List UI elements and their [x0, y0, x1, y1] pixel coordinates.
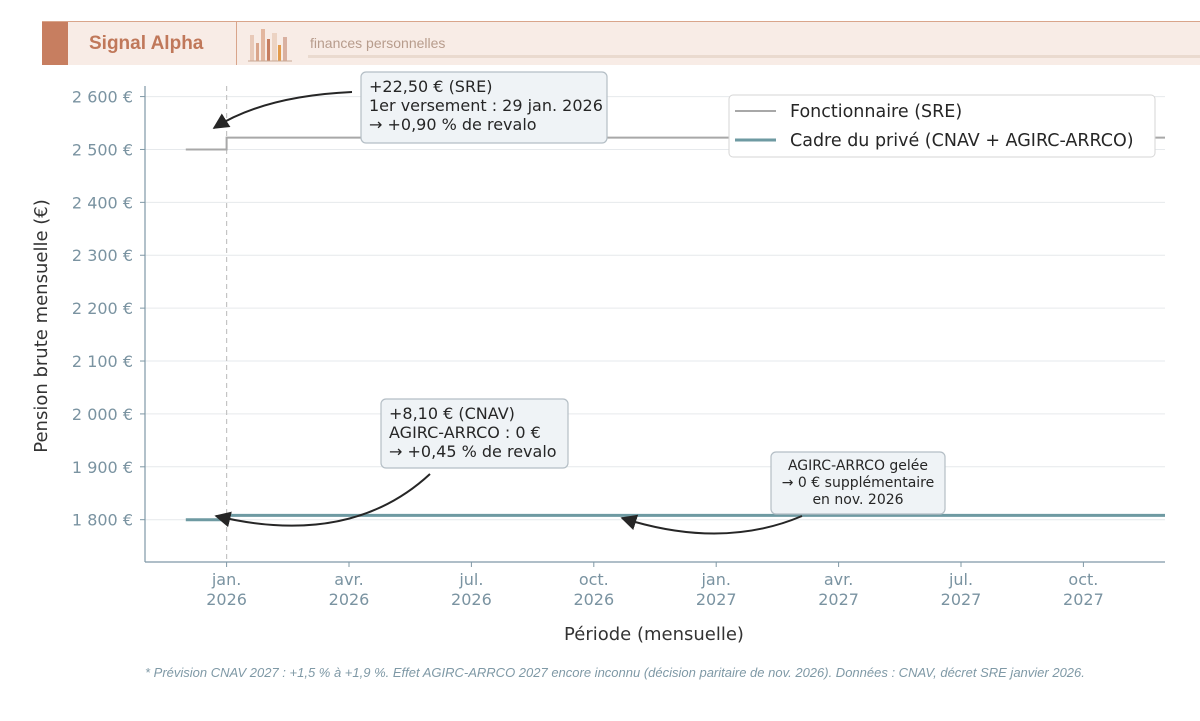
annotation-text: AGIRC-ARRCO : 0 € [389, 423, 541, 442]
chart-legend: Fonctionnaire (SRE) Cadre du privé (CNAV … [728, 94, 1156, 158]
x-tick-label: 2027 [818, 590, 859, 609]
x-tick-label: 2026 [573, 590, 614, 609]
x-tick-label: 2026 [329, 590, 370, 609]
banner-divider [236, 22, 237, 65]
x-tick-label: 2027 [696, 590, 737, 609]
x-tick-label: avr. [824, 570, 853, 589]
annotation-text: +8,10 € (CNAV) [389, 404, 515, 423]
y-axis-label: Pension brute mensuelle (€) [31, 199, 52, 452]
x-tick-label: 2026 [206, 590, 247, 609]
x-tick-label: avr. [334, 570, 363, 589]
y-tick-label: 2 000 € [72, 405, 133, 424]
x-tick-label: oct. [579, 570, 609, 589]
chart-annotations: +22,50 € (SRE)1er versement : 29 jan. 20… [212, 71, 946, 535]
legend-label: Cadre du privé (CNAV + AGIRC-ARRCO) [790, 131, 1134, 151]
x-tick-label: jul. [948, 570, 973, 589]
x-tick-label: jan. [700, 570, 730, 589]
x-axis-ticks: jan.2026avr.2026jul.2026oct.2026jan.2027… [206, 562, 1104, 609]
x-tick-label: oct. [1068, 570, 1098, 589]
annotation-arrow-1 [212, 91, 353, 129]
annotation-box-1 [360, 71, 608, 144]
y-tick-label: 2 500 € [72, 140, 133, 159]
chart-series [185, 136, 1165, 522]
y-tick-label: 1 800 € [72, 511, 133, 530]
annotation-box-3 [770, 451, 946, 515]
annotation-text: → +0,90 % de revalo [369, 115, 537, 134]
y-tick-label: 2 400 € [72, 193, 133, 212]
header-banner: Signal Alpha finances personnelles [42, 21, 1200, 65]
annotation-text: → +0,45 % de revalo [389, 442, 557, 461]
annotation-box-2 [380, 398, 569, 469]
tagline-rule [308, 55, 1200, 58]
series-line-1 [185, 136, 1165, 151]
x-tick-label: 2027 [941, 590, 982, 609]
x-tick-label: jul. [458, 570, 483, 589]
y-tick-label: 2 200 € [72, 299, 133, 318]
x-tick-label: jan. [211, 570, 241, 589]
legend-box [728, 94, 1156, 158]
y-tick-label: 2 300 € [72, 246, 133, 265]
y-tick-label: 1 900 € [72, 458, 133, 477]
tagline: finances personnelles [310, 35, 446, 51]
banner-accent-stripe [42, 22, 68, 65]
annotation-text: 1er versement : 29 jan. 2026 [369, 96, 603, 115]
x-tick-label: 2026 [451, 590, 492, 609]
x-axis-label: Période (mensuelle) [564, 624, 744, 645]
annotation-text: AGIRC-ARRCO gelée [788, 458, 928, 474]
legend-label: Fonctionnaire (SRE) [790, 102, 962, 122]
annotation-arrow-2 [214, 473, 431, 528]
chart-axes [144, 86, 1165, 563]
chart-grid [145, 96, 1165, 521]
y-axis-ticks: 1 800 € 1 900 € 2 000 € 2 100 € 2 200 € 2 300… [72, 88, 145, 530]
annotation-text: → 0 € supplémentaire [782, 475, 934, 491]
annotation-arrow-3 [620, 514, 803, 535]
annotation-text: en nov. 2026 [812, 492, 903, 508]
brand-name[interactable]: Signal Alpha [89, 33, 204, 54]
y-tick-label: 2 600 € [72, 88, 133, 107]
annotation-text: +22,50 € (SRE) [369, 77, 492, 96]
series-line-2 [185, 513, 1165, 522]
y-tick-label: 2 100 € [72, 352, 133, 371]
x-tick-label: 2027 [1063, 590, 1104, 609]
footnote: * Prévision CNAV 2027 : +1,5 % à +1,9 %.… [145, 665, 1085, 680]
bar-cluster-logo-icon [248, 29, 292, 62]
